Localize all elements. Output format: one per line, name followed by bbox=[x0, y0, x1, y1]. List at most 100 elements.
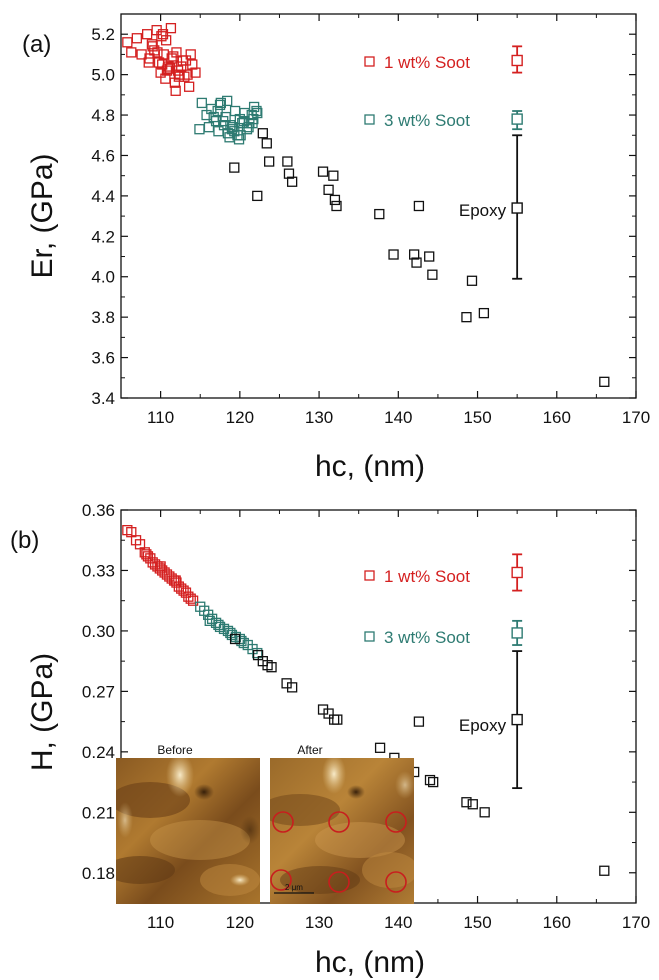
panel-b-error-bar-mean bbox=[511, 566, 523, 579]
panel-a-data-point bbox=[143, 57, 154, 68]
panel-b-legend-marker bbox=[364, 570, 375, 581]
panel-a-data-point bbox=[257, 128, 268, 139]
panel-a-data-point bbox=[162, 63, 173, 74]
panel-a-data-point bbox=[126, 47, 137, 58]
panel-b-data-point bbox=[374, 742, 386, 753]
panel-a-x-tick-label: 120 bbox=[226, 408, 254, 427]
panel-b-data-point bbox=[187, 595, 199, 606]
panel-a-data-point bbox=[239, 107, 250, 119]
indent-marker-circle bbox=[328, 871, 350, 893]
panel-a-x-tick-label: 130 bbox=[305, 408, 333, 427]
panel-a-data-point bbox=[241, 124, 253, 135]
panel-a-error-bar bbox=[511, 110, 523, 131]
panel-a-data-point bbox=[461, 312, 472, 323]
panel-a-plot: 110 120 130 140 150 160 170 3.4 3.6 3.8 4.0 4.2 4.4 4… bbox=[91, 13, 650, 427]
panel-b-data-point bbox=[170, 575, 181, 586]
panel-a-data-point bbox=[222, 95, 233, 107]
panel-a-data-point bbox=[264, 156, 275, 167]
indent-marker-circle bbox=[272, 811, 294, 833]
panel-a-legend-marker bbox=[364, 114, 375, 125]
panel-a-data-point bbox=[424, 251, 435, 262]
indent-marker-circle bbox=[328, 811, 350, 833]
indent-marker-circle bbox=[270, 869, 292, 891]
panel-a-data-point bbox=[411, 257, 422, 268]
panel-a-plot-frame bbox=[120, 13, 637, 399]
panel-b-y-tick-label: 0.36 bbox=[82, 501, 115, 520]
panel-a-data-point bbox=[409, 249, 420, 260]
panel-b-error-bar bbox=[511, 650, 523, 790]
panel-b-legend-marker bbox=[364, 631, 375, 642]
panel-b-series-0 bbox=[122, 525, 199, 606]
panel-a-data-point bbox=[282, 156, 293, 167]
panel-b-data-point bbox=[424, 774, 436, 786]
panel-b-data-point bbox=[413, 716, 425, 727]
panel-b-y-tick-label: 0.24 bbox=[82, 743, 115, 762]
panel-a-data-point bbox=[229, 162, 240, 173]
panel-a-error-bar-mean bbox=[511, 113, 523, 125]
panel-a-data-point bbox=[212, 105, 223, 117]
panel-a-data-point bbox=[157, 29, 169, 40]
panel-a-data-point bbox=[215, 97, 226, 109]
panel-b-data-point bbox=[185, 593, 196, 604]
panel-b-data-point bbox=[229, 633, 241, 645]
panel-a-data-point bbox=[213, 126, 224, 137]
panel-b-data-point bbox=[328, 714, 340, 725]
panel-a-data-point bbox=[599, 376, 610, 387]
panel-b-y-tick-label: 0.27 bbox=[82, 682, 115, 701]
panel-a-data-point bbox=[196, 97, 207, 109]
panel-a-x-tick-label: 140 bbox=[384, 408, 412, 427]
panel-b-data-point bbox=[332, 714, 343, 725]
panel-b-x-tick-label: 130 bbox=[305, 913, 333, 932]
panel-b-error-bar bbox=[511, 553, 523, 592]
panel-a-y-tick-label: 4.0 bbox=[91, 268, 115, 287]
panel-a-data-point bbox=[161, 65, 173, 76]
indent-markers bbox=[270, 811, 407, 893]
afm-before-image bbox=[116, 758, 260, 904]
panel-b-data-point bbox=[467, 799, 478, 810]
panel-b-y-tick-label: 0.30 bbox=[82, 622, 115, 641]
panel-a-legend-marker bbox=[364, 56, 375, 67]
panel-a-data-point bbox=[323, 184, 334, 195]
panel-b-data-point bbox=[155, 561, 166, 572]
panel-a-error-bar-mean bbox=[511, 202, 523, 214]
panel-a-data-point bbox=[388, 249, 399, 260]
panel-b-data-point bbox=[286, 682, 298, 693]
panel-a-data-point bbox=[374, 208, 385, 220]
panel-b-x-tick-label: 110 bbox=[147, 913, 174, 932]
panel-a-data-point bbox=[427, 269, 438, 280]
afm-scale-bar-label: 2 μm bbox=[285, 883, 303, 892]
panel-b-x-tick-label: 160 bbox=[543, 913, 571, 932]
panel-a-data-point bbox=[152, 47, 163, 58]
panel-a-data-point bbox=[252, 107, 263, 119]
panel-a-legend-label: Epoxy bbox=[459, 201, 507, 220]
panel-b-y-tick-label: 0.21 bbox=[82, 803, 115, 822]
panel-b-data-point bbox=[266, 662, 277, 673]
panel-a-y-tick-label: 5.2 bbox=[91, 25, 115, 44]
indent-marker-circle bbox=[385, 811, 407, 833]
panel-b-x-tick-label: 140 bbox=[384, 913, 412, 932]
panel-b-legend-label: Epoxy bbox=[459, 716, 507, 735]
panel-b-error-bar-mean bbox=[511, 627, 523, 639]
panel-a-y-tick-label: 4.2 bbox=[91, 227, 115, 246]
panel-a-data-point bbox=[190, 67, 201, 78]
panel-a-data-point bbox=[194, 124, 205, 135]
panel-b-data-point bbox=[323, 708, 334, 719]
panel-a-data-point bbox=[131, 33, 142, 44]
panel-b-data-point bbox=[236, 635, 247, 647]
panel-a-x-tick-label: 170 bbox=[622, 408, 650, 427]
panel-b-plot: 110 120 130 140 150 160 170 0.18 0.21 0.24 0.27 0.3… bbox=[82, 501, 650, 932]
panel-a-data-point bbox=[161, 35, 172, 46]
panel-b-y-tick-label: 0.18 bbox=[82, 864, 115, 883]
panel-a-y-tick-label: 5.0 bbox=[91, 66, 115, 85]
afm-inset: Before After 2 μm bbox=[116, 743, 414, 904]
panel-a-data-point bbox=[252, 190, 263, 202]
panel-b-legend-label: 1 wt% Soot bbox=[384, 567, 470, 586]
panel-a-data-point bbox=[235, 130, 246, 141]
panel-b-data-point bbox=[428, 776, 439, 788]
panel-a-series-2 bbox=[229, 128, 610, 387]
panel-a-data-point bbox=[317, 166, 329, 177]
panel-b-series-1 bbox=[195, 601, 263, 659]
panel-a-data-point bbox=[283, 168, 295, 179]
indent-marker-circle bbox=[385, 871, 407, 893]
